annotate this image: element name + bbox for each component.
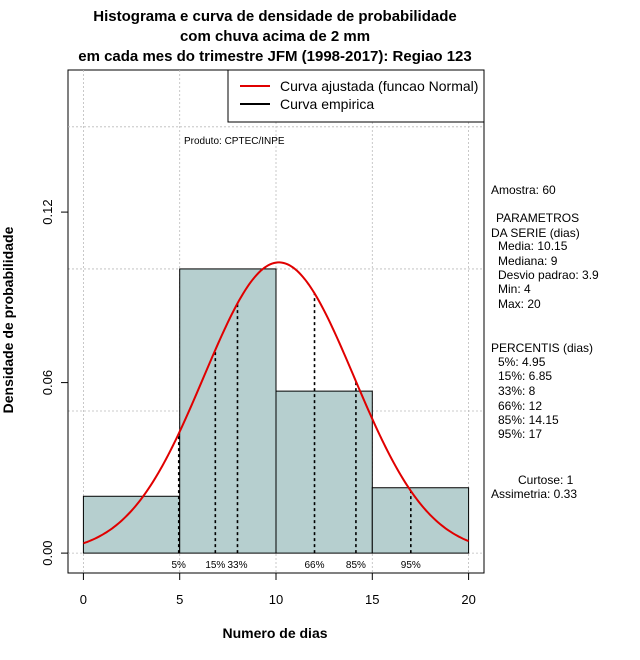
legend-label-empirical: Curva empirica [280, 96, 374, 112]
stat-median: Mediana: 9 [498, 254, 558, 268]
stat-p33: 33%: 8 [498, 384, 536, 398]
stat-p66: 66%: 12 [498, 399, 542, 413]
stat-max: Max: 20 [498, 297, 541, 311]
percentile-label-1: 15% [205, 560, 225, 571]
histogram-bar-3 [371, 487, 470, 554]
stat-p85: 85%: 14.15 [498, 413, 559, 427]
stat-mean: Media: 10.15 [498, 239, 568, 253]
y-axis: 0.00 0.06 0.12 [40, 199, 69, 566]
normal-curve [83, 261, 469, 545]
y-axis-title: Densidade de probabilidade [0, 226, 16, 413]
stat-params-heading: PARAMETROS [496, 211, 579, 225]
stat-p5: 5%: 4.95 [498, 355, 546, 369]
histogram-bar-2 [275, 390, 373, 554]
percentile-lines: 5% 15% 33% 66% 85% 95% [172, 293, 421, 571]
chart-title-line-1: Histograma e curva de densidade de proba… [93, 8, 456, 25]
x-axis-title: Numero de dias [222, 625, 327, 641]
stats-panel: Amostra: 60 PARAMETROS DA SERIE (dias) M… [491, 183, 599, 501]
y-tick-label-1: 0.06 [40, 370, 55, 395]
y-tick-label-2: 0.12 [40, 199, 55, 224]
x-tick-label-3: 15 [365, 592, 379, 607]
legend-label-normal: Curva ajustada (funcao Normal) [280, 78, 478, 94]
normal-curve-path [83, 261, 469, 545]
stat-percentiles-heading: PERCENTIS (dias) [491, 341, 593, 355]
histogram-bar-1 [179, 268, 277, 554]
y-tick-label-0: 0.00 [40, 540, 55, 565]
stat-p15: 15%: 6.85 [498, 369, 552, 383]
percentile-label-5: 95% [401, 560, 421, 571]
histogram-bars [82, 268, 470, 554]
percentile-label-2: 33% [227, 560, 247, 571]
stat-sample: Amostra: 60 [491, 183, 556, 197]
legend-box [227, 69, 485, 123]
stat-kurtosis: Curtose: 1 [518, 473, 574, 487]
histogram-bar-0 [82, 495, 181, 554]
x-tick-label-4: 20 [461, 592, 475, 607]
stat-min: Min: 4 [498, 282, 531, 296]
percentile-label-3: 66% [305, 560, 325, 571]
stat-p95: 95%: 17 [498, 427, 542, 441]
chart-title-line-2: com chuva acima de 2 mm [180, 28, 370, 45]
percentile-label-4: 85% [346, 560, 366, 571]
x-tick-label-2: 10 [269, 592, 283, 607]
x-tick-label-0: 0 [80, 592, 87, 607]
credit-text: Produto: CPTEC/INPE [184, 136, 285, 147]
stat-sd: Desvio padrao: 3.9 [498, 268, 599, 282]
percentile-label-0: 5% [172, 560, 187, 571]
legend: Curva ajustada (funcao Normal) Curva emp… [227, 69, 485, 123]
stat-params-subheading: DA SERIE (dias) [491, 226, 580, 240]
x-tick-label-1: 5 [176, 592, 183, 607]
chart-title-line-3: em cada mes do trimestre JFM (1998-2017)… [78, 48, 472, 65]
x-axis: 0 5 10 15 20 [80, 572, 476, 607]
stat-skewness: Assimetria: 0.33 [491, 487, 577, 501]
